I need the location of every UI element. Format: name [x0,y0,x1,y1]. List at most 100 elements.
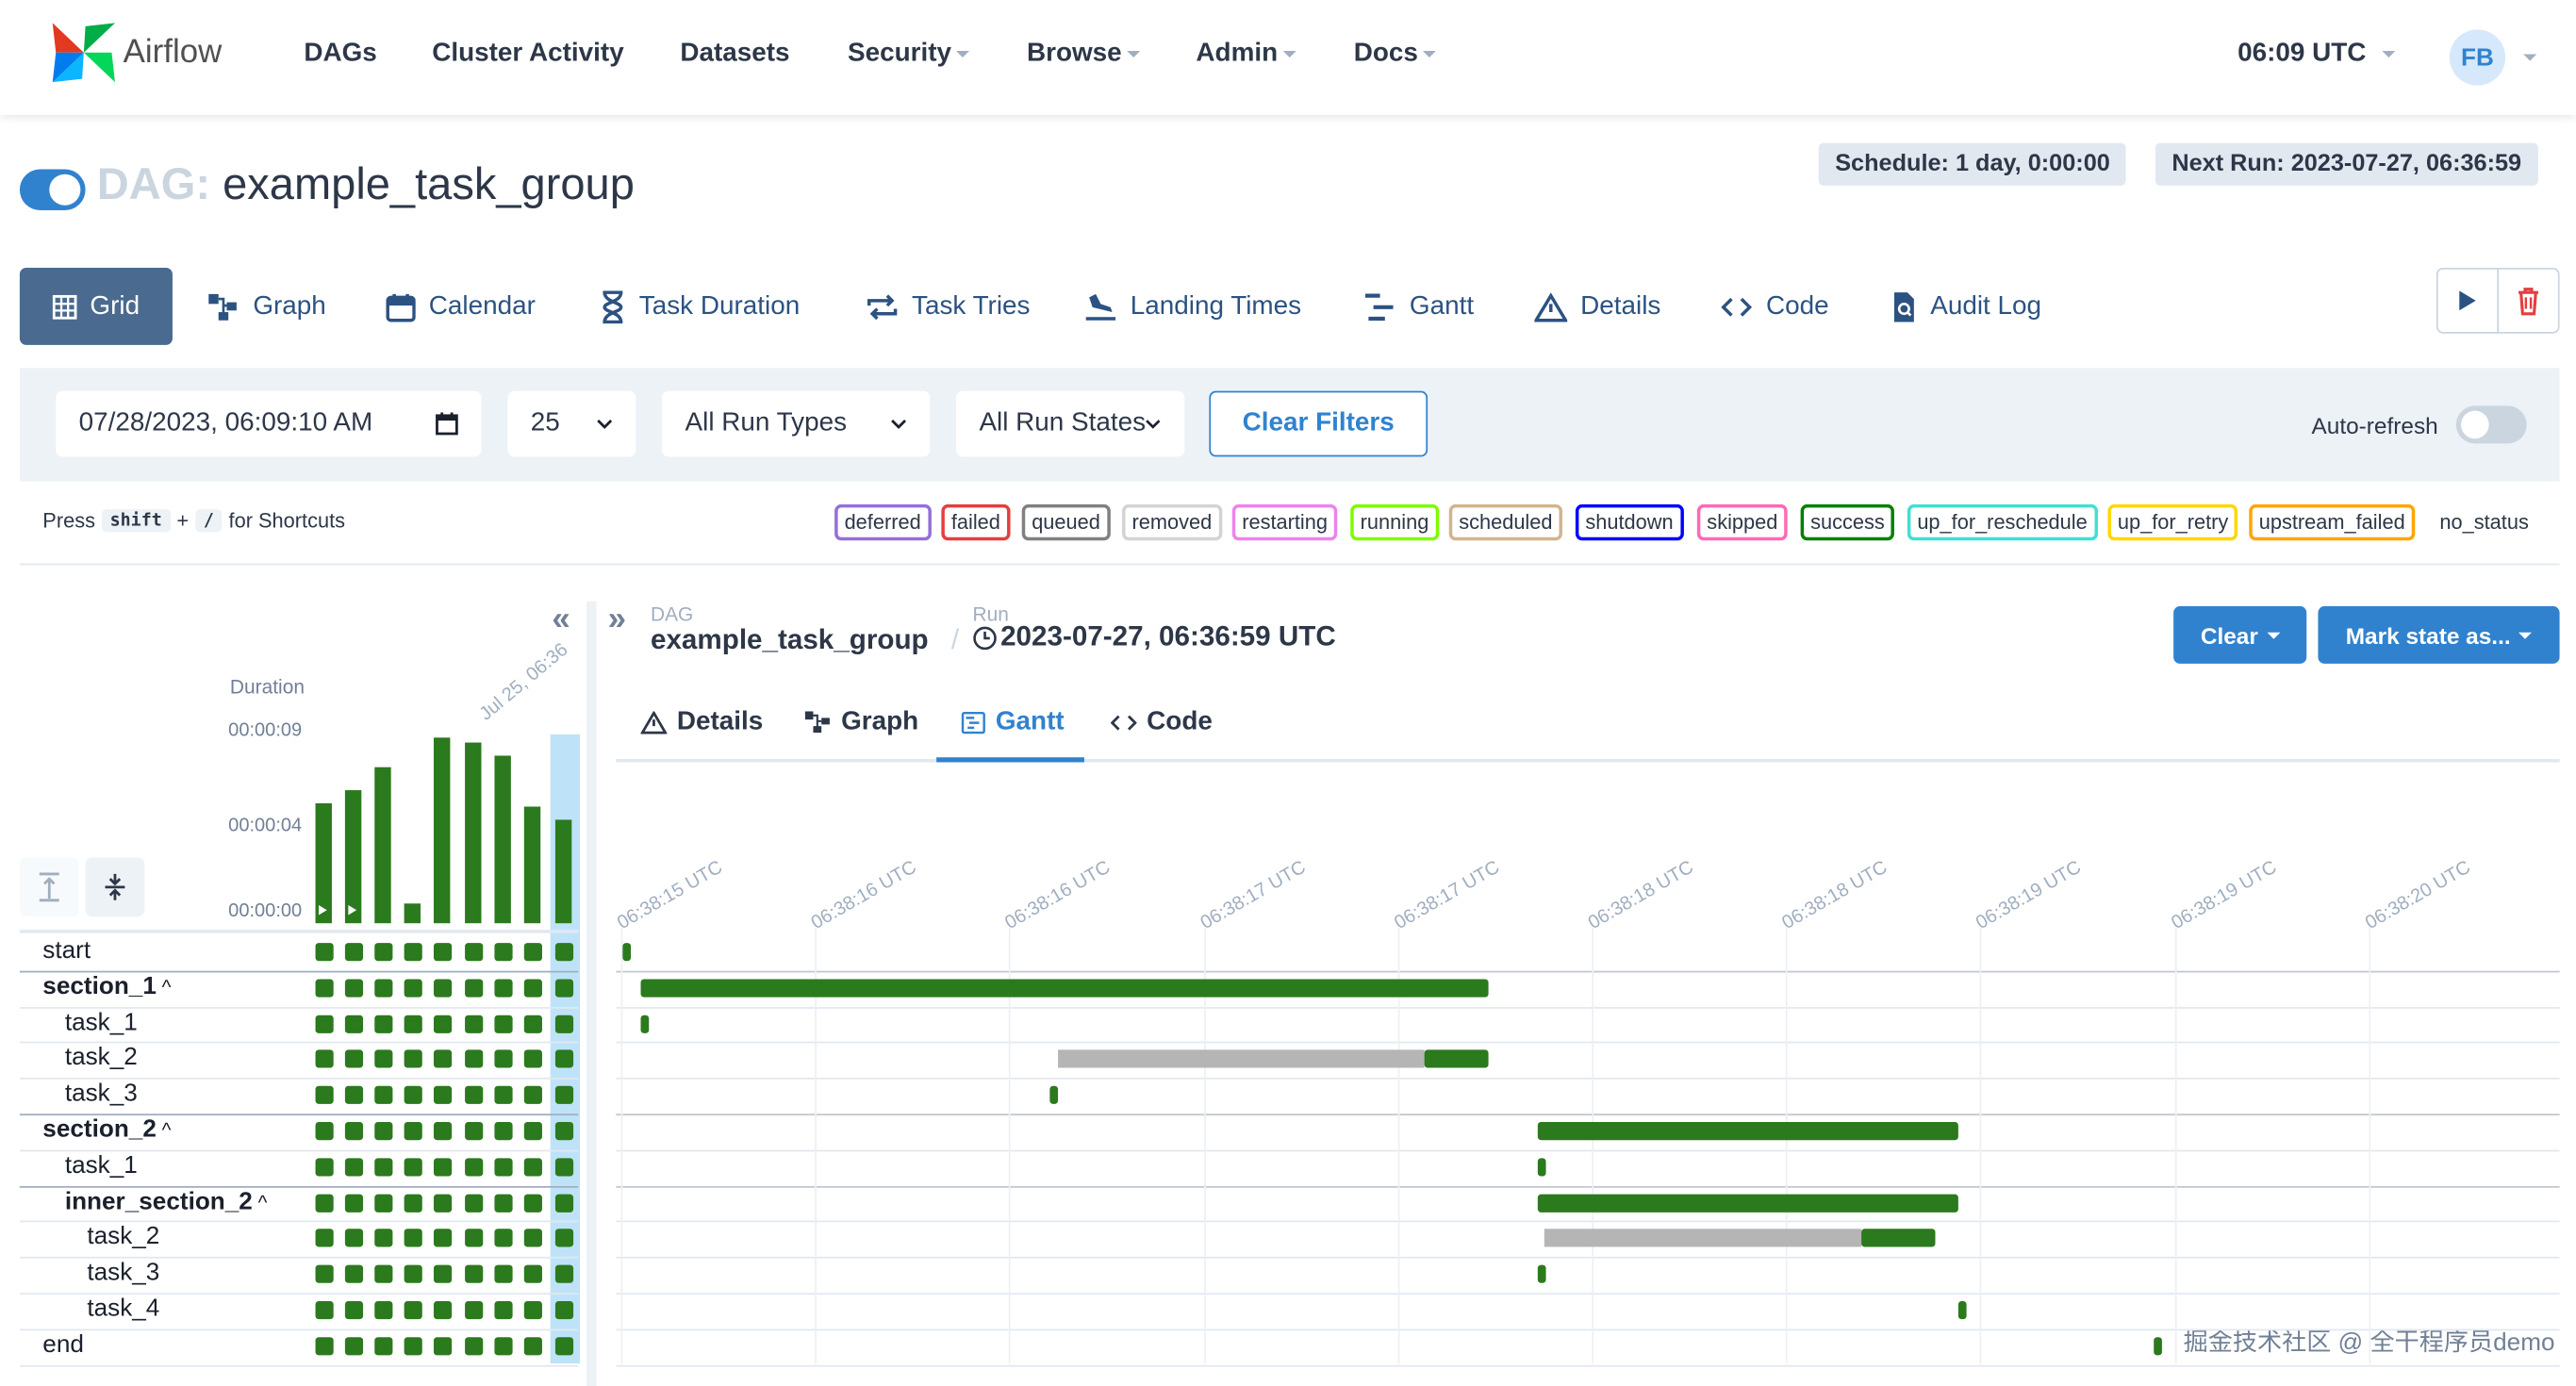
expand-grid-icon[interactable]: » [607,601,627,638]
task-instance-cell[interactable] [315,1050,334,1069]
task-instance-cell[interactable] [344,943,364,962]
duration-bar[interactable] [315,803,332,924]
expand-all-button[interactable] [19,857,79,917]
task-group-row[interactable]: section_2 ^ [42,1115,172,1144]
task-instance-cell[interactable] [554,1229,574,1248]
legend-scheduled[interactable]: scheduled [1448,503,1562,541]
task-instance-cell[interactable] [344,1264,364,1284]
num-runs-select[interactable]: 25 [507,390,636,457]
task-instance-cell[interactable] [465,1050,484,1069]
task-instance-cell[interactable] [374,943,393,962]
nav-cluster-activity[interactable]: Cluster Activity [432,39,624,68]
task-instance-cell[interactable] [523,1050,542,1069]
task-instance-cell[interactable] [433,979,453,998]
timezone-dropdown[interactable]: 06:09 UTC [2237,40,2396,69]
gantt-task-bar[interactable] [640,979,1489,998]
task-instance-cell[interactable] [374,1015,393,1033]
gantt-task-bar[interactable] [640,1015,650,1033]
task-instance-cell[interactable] [494,1015,513,1033]
task-instance-cell[interactable] [315,1122,334,1141]
gantt-task-bar[interactable] [1537,1122,1958,1141]
gantt-task-bar[interactable] [622,943,632,962]
tab-grid[interactable]: Grid [19,268,173,345]
task-instance-cell[interactable] [494,1122,513,1141]
task-instance-cell[interactable] [523,1264,542,1284]
task-instance-cell[interactable] [494,1300,513,1320]
legend-no-status[interactable]: no_status [2439,510,2529,535]
task-instance-cell[interactable] [523,1015,542,1033]
chevron-up-icon[interactable]: ^ [156,975,172,998]
task-instance-cell[interactable] [554,1300,574,1320]
task-instance-cell[interactable] [494,1050,513,1069]
chevron-up-icon[interactable]: ^ [252,1190,268,1213]
task-instance-cell[interactable] [465,979,484,998]
detail-tab-gantt[interactable]: Gantt [961,708,1065,737]
trigger-dag-button[interactable] [2436,268,2500,334]
task-instance-cell[interactable] [494,1193,513,1213]
task-row[interactable]: task_1 [64,1008,138,1036]
duration-bar[interactable] [344,790,362,924]
task-instance-cell[interactable] [433,1229,453,1248]
duration-bar[interactable] [554,819,572,924]
gantt-task-bar[interactable] [1049,1086,1059,1105]
task-instance-cell[interactable] [404,1050,422,1069]
task-instance-cell[interactable] [344,1122,364,1141]
nav-dags[interactable]: DAGs [304,39,377,68]
dag-pause-toggle[interactable] [19,169,86,211]
calendar-icon[interactable] [436,412,458,436]
task-instance-cell[interactable] [465,1086,484,1105]
task-instance-cell[interactable] [433,1336,453,1356]
task-instance-cell[interactable] [404,979,422,998]
task-instance-cell[interactable] [344,1086,364,1105]
task-instance-cell[interactable] [554,979,574,998]
task-instance-cell[interactable] [523,1229,542,1248]
task-instance-cell[interactable] [465,1122,484,1141]
task-instance-cell[interactable] [465,1264,484,1284]
collapse-grid-icon[interactable]: « [552,601,570,638]
task-instance-cell[interactable] [433,1158,453,1177]
task-row[interactable]: task_4 [87,1294,160,1323]
task-instance-cell[interactable] [523,1122,542,1141]
legend-success[interactable]: success [1800,503,1895,541]
tab-task-duration[interactable]: Task Duration [586,268,813,345]
task-instance-cell[interactable] [315,1015,334,1033]
task-instance-cell[interactable] [554,1336,574,1356]
task-instance-cell[interactable] [315,1229,334,1248]
tab-audit-log[interactable]: Audit Log [1878,268,2055,345]
chevron-up-icon[interactable]: ^ [156,1118,172,1142]
task-instance-cell[interactable] [494,979,513,998]
delete-dag-button[interactable] [2497,268,2560,334]
task-instance-cell[interactable] [404,1086,422,1105]
task-instance-cell[interactable] [374,1229,393,1248]
task-instance-cell[interactable] [523,1193,542,1213]
task-instance-cell[interactable] [494,1086,513,1105]
breadcrumb-dag-value[interactable]: example_task_group [650,624,929,656]
nav-browse[interactable]: Browse [1027,40,1140,69]
task-instance-cell[interactable] [523,1336,542,1356]
legend-shutdown[interactable]: shutdown [1575,503,1684,541]
task-instance-cell[interactable] [554,1122,574,1141]
user-avatar[interactable]: FB [2449,29,2506,86]
task-instance-cell[interactable] [523,979,542,998]
gantt-queued-bar[interactable] [1058,1050,1425,1069]
legend-running[interactable]: running [1350,503,1439,541]
airflow-logo[interactable] [49,20,118,86]
task-instance-cell[interactable] [554,1086,574,1105]
clear-task-button[interactable]: Clear [2173,605,2307,664]
task-instance-cell[interactable] [374,1193,393,1213]
task-instance-cell[interactable] [404,1015,422,1033]
task-row[interactable]: task_1 [64,1151,138,1180]
duration-bar[interactable] [523,806,541,924]
task-instance-cell[interactable] [315,1300,334,1320]
task-instance-cell[interactable] [315,1086,334,1105]
task-instance-cell[interactable] [523,943,542,962]
legend-up-for-reschedule[interactable]: up_for_reschedule [1907,503,2098,541]
duration-bar[interactable] [404,903,421,924]
task-instance-cell[interactable] [344,979,364,998]
tab-calendar[interactable]: Calendar [373,268,549,345]
detail-tab-code[interactable]: Code [1110,708,1213,737]
task-instance-cell[interactable] [315,979,334,998]
legend-queued[interactable]: queued [1021,503,1111,541]
tab-details[interactable]: Details [1521,268,1674,345]
run-type-select[interactable]: All Run Types [662,390,931,457]
